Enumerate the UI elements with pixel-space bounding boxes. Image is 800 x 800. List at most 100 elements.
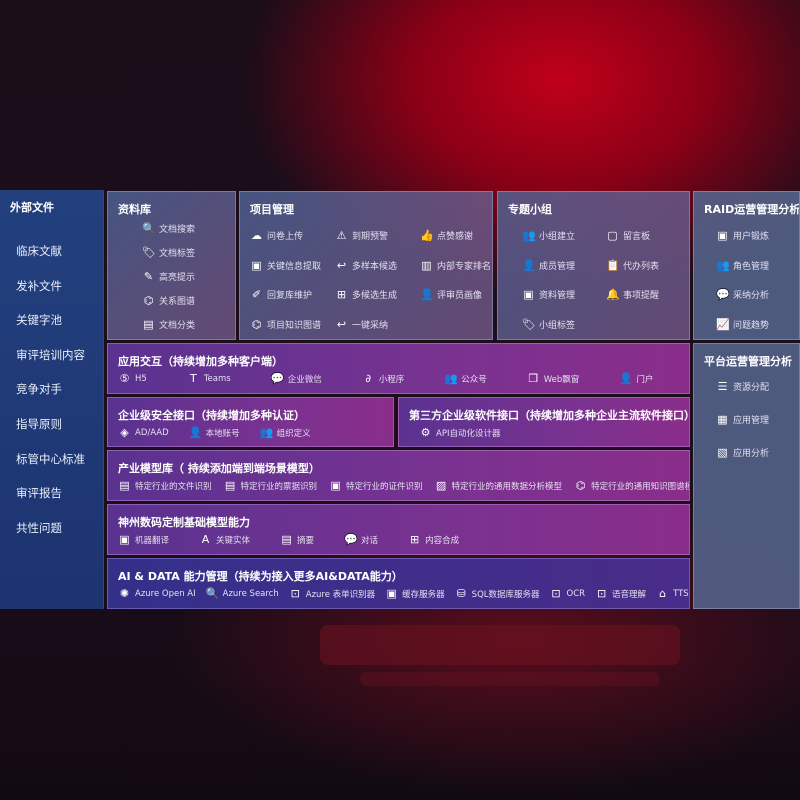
aidata-item[interactable]: ⌂ TTS: [656, 587, 689, 600]
item-label: 应用管理: [733, 416, 770, 426]
interaction-item[interactable]: ∂ 小程序: [362, 372, 405, 385]
group-item[interactable]: 👥 小组建立: [522, 229, 575, 242]
library-item[interactable]: ▤ 文档分类: [142, 318, 195, 331]
sidebar-item[interactable]: 竞争对手: [16, 382, 62, 397]
raid-item[interactable]: 📈 问题趋势: [716, 318, 769, 331]
industry-item[interactable]: ▣ 特定行业的证件识别: [329, 479, 422, 492]
form-recognizer-icon: ⊡: [290, 587, 300, 600]
interaction-item[interactable]: 👥 公众号: [444, 372, 487, 385]
project-item[interactable]: ▥ 内部专家排名: [420, 259, 491, 272]
chat-bubble-icon: 💬: [344, 533, 358, 546]
knowledge-graph-icon: ⌬: [575, 479, 586, 492]
aidata-item[interactable]: 🔍 Azure Search: [206, 587, 279, 600]
reply-icon: ↩: [336, 258, 347, 272]
aidata-item[interactable]: ⛁ SQL数据库服务器: [455, 587, 540, 600]
aidata-panel: AI & DATA 能力管理（持续为接入更多AI&DATA能力） ✺ Azure …: [107, 558, 690, 609]
project-item[interactable]: ↩ 一键采纳: [335, 318, 388, 331]
sidebar-item[interactable]: 指导原则: [16, 417, 62, 431]
group-item[interactable]: 📋 代办列表: [606, 259, 659, 272]
raid-item[interactable]: ▣ 用户锻炼: [716, 229, 769, 242]
sidebar-title: 外部文件: [10, 201, 54, 214]
translate-icon: ▣: [119, 533, 130, 546]
group-item[interactable]: ▢ 留言板: [606, 229, 650, 242]
aidata-item[interactable]: ✺ Azure Open AI: [118, 587, 196, 600]
project-item[interactable]: ✐ 回复库维护: [250, 288, 312, 301]
interaction-item[interactable]: ⑤ H5: [118, 372, 147, 385]
sidebar-item[interactable]: 审评培训内容: [16, 347, 85, 362]
library-item[interactable]: ✎ 高亮提示: [142, 270, 195, 283]
group-item[interactable]: ▣ 资料管理: [522, 288, 575, 301]
sidebar-item[interactable]: 发补文件: [16, 278, 62, 293]
security-item[interactable]: ◈ AD/AAD: [118, 426, 168, 439]
group-item[interactable]: 🏷 小组标签: [522, 318, 575, 331]
security-panel: 企业级安全接口（持续增加多种认证） ◈ AD/AAD 👤 本地账号 👥 组织定义: [107, 397, 394, 447]
platform-item[interactable]: ▧ 应用分析: [716, 446, 769, 459]
group-item[interactable]: 🔔 事项提醒: [606, 288, 659, 301]
item-label: 企业微信: [287, 374, 322, 385]
interaction-panel: 应用交互（持续增加多种客户端） ⑤ H5 T Teams 💬 企业微信 ∂ 小程序 👥 公众号 ❐ W…: [107, 343, 690, 394]
aidata-item[interactable]: ▣ 缓存服务器: [385, 587, 445, 600]
item-label: 门户: [636, 374, 654, 385]
aidata-item[interactable]: ⊡ 语音理解: [595, 587, 646, 600]
item-label: 本地账号: [205, 428, 240, 439]
project-item[interactable]: ⊞ 多候选生成: [335, 288, 397, 301]
raid-item[interactable]: 👥 角色管理: [716, 259, 769, 272]
thirdparty-item[interactable]: ⚙ API自动化设计器: [419, 426, 501, 439]
speech-icon: ⊡: [596, 587, 607, 600]
industry-item[interactable]: ▤ 特定行业的票据识别: [224, 479, 317, 492]
interaction-item[interactable]: ❐ Web飘窗: [527, 372, 579, 385]
interaction-item[interactable]: T Teams: [187, 372, 231, 385]
item-label: 对话: [361, 535, 379, 546]
library-item[interactable]: 🏷 文档标签: [142, 246, 195, 259]
project-item[interactable]: ↩ 多样本候选: [335, 259, 397, 272]
security-item[interactable]: 👤 本地账号: [189, 426, 240, 439]
platform-panel: 平台运营管理分析 ☰ 资源分配 ▦ 应用管理 ▧ 应用分析: [693, 343, 800, 609]
project-item[interactable]: ☁ 问卷上传: [250, 229, 303, 242]
item-label: 小程序: [378, 374, 405, 385]
project-item[interactable]: ▣ 关键信息提取: [250, 259, 321, 272]
platform-item[interactable]: ▦ 应用管理: [716, 413, 769, 426]
foundation-item[interactable]: 💬 对话: [344, 533, 378, 546]
library-item[interactable]: ⌬ 关系图谱: [142, 294, 195, 307]
platform-item[interactable]: ☰ 资源分配: [716, 380, 769, 393]
foundation-item[interactable]: ⊞ 内容合成: [408, 533, 459, 546]
industry-item[interactable]: ▤ 特定行业的文件识别: [118, 479, 212, 492]
list-icon: ☰: [717, 380, 728, 393]
industry-item[interactable]: ⌬ 特定行业的通用知识图谱模型: [574, 479, 689, 492]
aidata-item[interactable]: ⊡ Azure 表单识别器: [289, 587, 376, 600]
library-item[interactable]: 🔍 文档搜索: [142, 222, 195, 235]
group-item[interactable]: 👤 成员管理: [522, 259, 575, 272]
item-label: 项目知识图谱: [267, 320, 322, 331]
pen-icon: ✎: [143, 270, 154, 283]
item-label: 代办列表: [623, 261, 660, 272]
project-item[interactable]: ⚠ 到期预警: [335, 229, 388, 242]
foundation-item[interactable]: A 关键实体: [199, 533, 250, 546]
item-label: Azure Open AI: [135, 588, 196, 599]
item-label: API自动化设计器: [436, 428, 501, 439]
sidebar-item[interactable]: 共性问题: [16, 520, 62, 535]
foundation-item[interactable]: ▣ 机器翻译: [118, 533, 169, 546]
portal-icon: 👤: [619, 372, 634, 385]
interaction-item[interactable]: 💬 企业微信: [271, 372, 322, 385]
library-panel: 资料库 🔍 文档搜索 🏷 文档标签 ✎ 高亮提示 ⌬ 关系图谱 ▤ 文档分类: [107, 191, 236, 340]
interaction-item[interactable]: 👤 门户: [619, 372, 653, 385]
raid-item[interactable]: 💬 采纳分析: [716, 288, 769, 301]
sidebar-item[interactable]: 关键字池: [16, 313, 62, 328]
item-label: 缓存服务器: [402, 589, 445, 600]
analytics-icon: ▧: [717, 446, 728, 459]
sidebar-item[interactable]: 临床文献: [16, 244, 62, 258]
sidebar-item[interactable]: 标管中心标准: [16, 451, 85, 466]
aidata-item[interactable]: ⊡ OCR: [550, 587, 585, 600]
project-item[interactable]: 👍 点赞感谢: [420, 229, 473, 242]
security-item[interactable]: 👥 组织定义: [260, 426, 311, 439]
project-item[interactable]: 👤 评审员画像: [420, 288, 482, 301]
sidebar-item[interactable]: 审评报告: [16, 486, 62, 501]
foundation-item[interactable]: ▤ 摘要: [280, 533, 314, 546]
project-item[interactable]: ⌬ 项目知识图谱: [250, 318, 321, 331]
item-label: 特定行业的通用数据分析模型: [451, 481, 563, 492]
entity-icon: A: [201, 533, 210, 546]
knowledge-graph-icon: ⌬: [251, 317, 262, 331]
item-label: 特定行业的文件识别: [135, 481, 212, 492]
panel-title: 企业级安全接口（持续增加多种认证）: [118, 409, 305, 422]
industry-item[interactable]: ▨ 特定行业的通用数据分析模型: [435, 479, 563, 492]
